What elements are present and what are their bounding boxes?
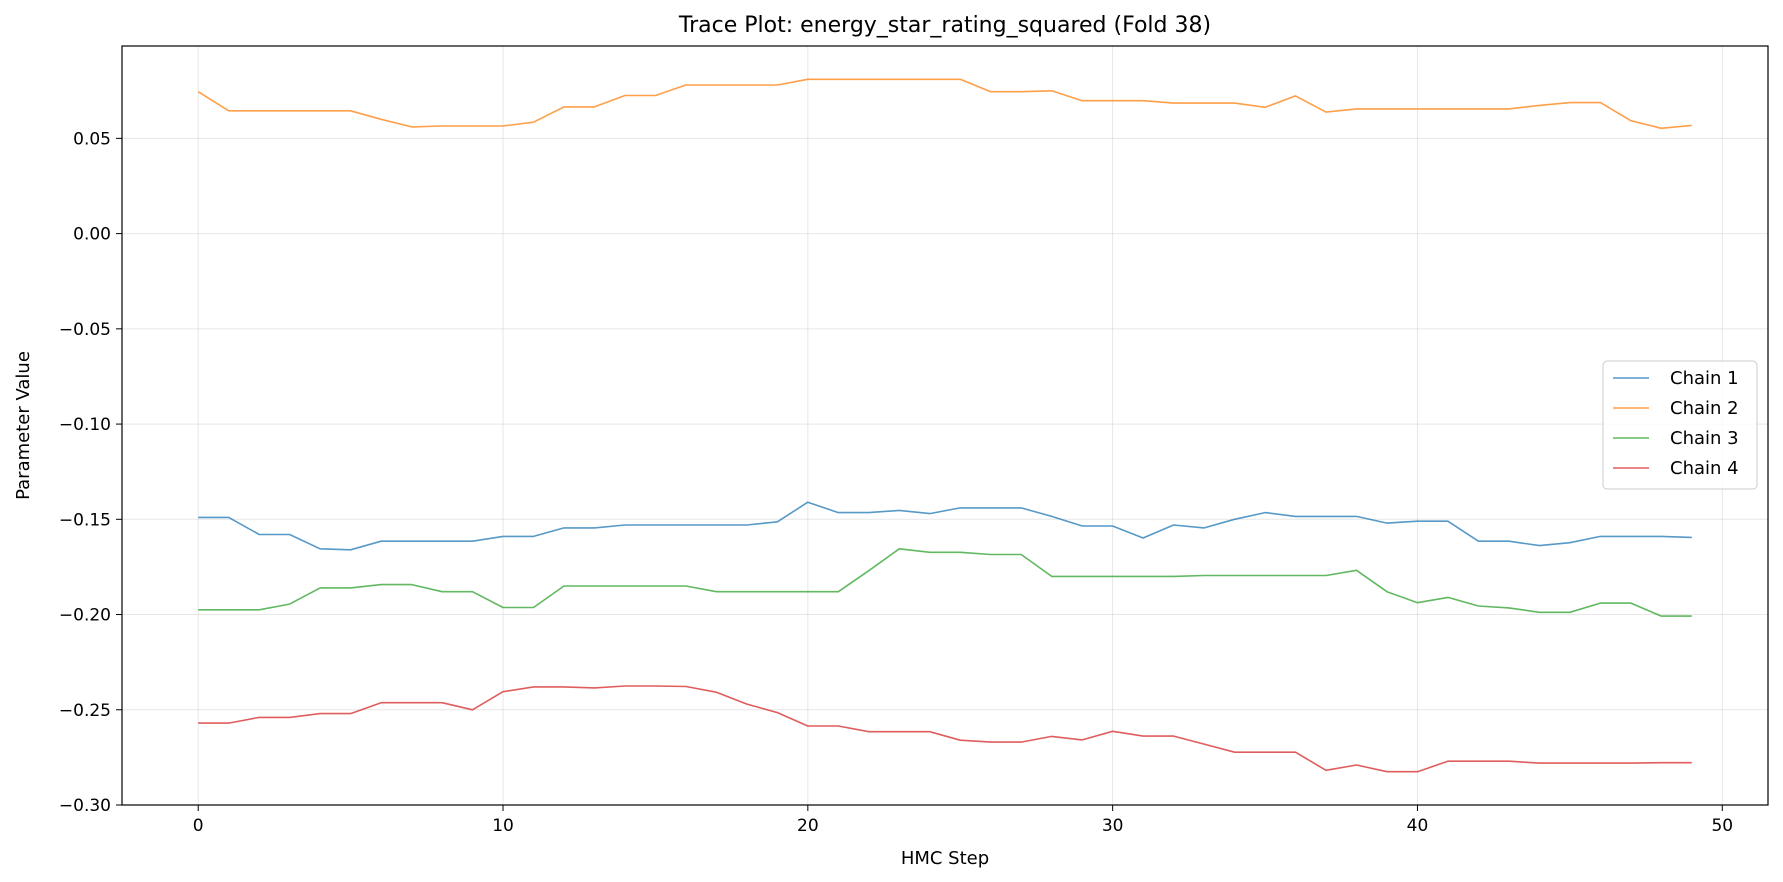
x-tick-label: 50 — [1711, 816, 1733, 836]
x-tick-label: 30 — [1102, 816, 1124, 836]
y-tick-label: −0.05 — [59, 320, 111, 340]
series-line-chain-4 — [198, 685, 1692, 773]
series-lines — [197, 78, 1692, 773]
series-line-chain-3 — [198, 547, 1692, 617]
x-tick-label: 10 — [492, 816, 514, 836]
series-line-chain-1 — [198, 501, 1692, 551]
x-axis-label: HMC Step — [901, 848, 989, 869]
x-tick-label: 0 — [193, 816, 204, 836]
y-tick-label: −0.25 — [59, 701, 111, 721]
y-axis-label: Parameter Value — [13, 351, 34, 500]
series-line-chain-2 — [197, 78, 1692, 130]
chart-title: Trace Plot: energy_star_rating_squared (… — [678, 13, 1211, 38]
y-tick-label: −0.15 — [59, 510, 111, 530]
legend-box — [1602, 360, 1758, 490]
y-tick-label: −0.10 — [59, 415, 111, 435]
legend-label-chain-1: Chain 1 — [1670, 368, 1739, 389]
legend: Chain 1 Chain 2 Chain 3 Chain 4 — [1602, 360, 1758, 490]
y-tick-label: 0.05 — [73, 129, 111, 149]
legend-label-chain-3: Chain 3 — [1670, 428, 1739, 449]
y-tick-label: −0.20 — [59, 606, 111, 626]
y-tick-label: 0.00 — [73, 225, 111, 245]
axis-ticks: 0 10 20 30 40 50 −0.30 −0.25 −0.20 −0.15 −0.10 −0.0… — [59, 129, 1733, 836]
y-tick-label: −0.30 — [59, 796, 111, 816]
x-tick-label: 20 — [797, 816, 819, 836]
x-tick-label: 40 — [1407, 816, 1429, 836]
plot-frame — [121, 45, 1769, 806]
legend-label-chain-2: Chain 2 — [1670, 398, 1739, 419]
legend-label-chain-4: Chain 4 — [1670, 458, 1739, 479]
